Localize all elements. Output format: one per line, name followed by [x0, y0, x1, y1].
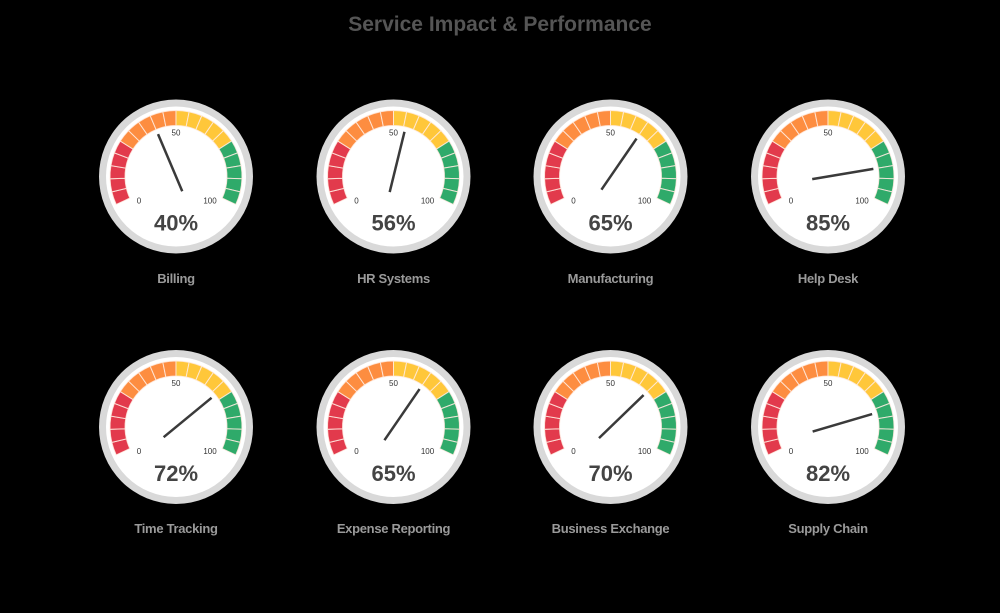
gauge-value: 65%	[371, 461, 415, 486]
gauge-value: 82%	[806, 461, 850, 486]
gauge: 0 50 100 82%	[751, 350, 905, 504]
tick-label-mid: 50	[389, 379, 398, 388]
gauge-band-segment	[656, 187, 676, 206]
gauge: 0 50 100 72%	[99, 350, 253, 504]
gauge-band-segment	[660, 165, 677, 180]
tick-label-mid: 50	[824, 129, 833, 138]
gauge: 0 50 100 40%	[99, 99, 253, 254]
gauge-band-segment	[443, 165, 460, 180]
gauge-label: Expense Reporting	[336, 521, 451, 536]
gauge-needle	[388, 131, 406, 193]
gauge-label: Help Desk	[797, 271, 859, 286]
tick-label-min: 0	[137, 197, 142, 206]
tick-label-max: 100	[638, 447, 652, 456]
tick-label-min: 0	[354, 447, 359, 456]
gauge-label: Business Exchange	[551, 521, 670, 536]
tick-label-mid: 50	[824, 379, 833, 388]
gauge-needle	[812, 412, 873, 433]
tick-label-mid: 50	[606, 379, 615, 388]
gauge-band-segment	[225, 165, 243, 180]
tick-label-max: 100	[421, 447, 435, 456]
tick-label-min: 0	[571, 447, 576, 456]
tick-label-mid: 50	[172, 129, 181, 138]
gauge-value: 65%	[588, 211, 632, 236]
gauge-value: 40%	[154, 211, 198, 236]
tick-label-mid: 50	[389, 129, 398, 138]
gauge-band-segment	[443, 415, 460, 430]
gauge-needle	[600, 137, 638, 191]
gauge-needle	[383, 388, 421, 441]
gauge-value: 72%	[154, 461, 198, 486]
gauge-band-segment	[221, 438, 241, 456]
gauge-band-segment	[873, 438, 893, 456]
gauge-needle	[156, 133, 184, 192]
gauge-needle	[598, 394, 645, 440]
gauge: 0 50 100 56%	[316, 99, 471, 254]
tick-label-min: 0	[354, 197, 359, 206]
gauge-label: Billing	[157, 271, 195, 286]
tick-label-max: 100	[855, 447, 869, 456]
gauge-value: 85%	[806, 211, 850, 236]
tick-label-max: 100	[855, 197, 869, 206]
gauge: 0 50 100 85%	[751, 99, 905, 254]
gauge-label: Manufacturing	[567, 271, 654, 286]
tick-label-mid: 50	[172, 379, 181, 388]
gauge-needle	[812, 167, 874, 181]
gauge-value: 70%	[588, 461, 632, 486]
gauge: 0 50 100 65%	[533, 99, 688, 254]
tick-label-mid: 50	[606, 129, 615, 138]
gauge-band-segment	[877, 165, 895, 180]
gauge-band-segment	[225, 415, 243, 430]
tick-label-min: 0	[789, 447, 794, 456]
tick-label-min: 0	[571, 197, 576, 206]
gauge-band-segment	[439, 438, 459, 456]
tick-label-max: 100	[203, 447, 217, 456]
tick-label-max: 100	[421, 197, 435, 206]
gauge-band-segment	[656, 438, 676, 456]
gauge-value: 56%	[371, 211, 415, 236]
tick-label-max: 100	[638, 197, 652, 206]
gauge: 0 50 100 70%	[533, 350, 688, 504]
gauge-band-segment	[873, 187, 893, 206]
gauge-band-segment	[221, 187, 241, 206]
tick-label-max: 100	[203, 197, 217, 206]
tick-label-min: 0	[137, 447, 142, 456]
gauge-band-segment	[660, 415, 677, 430]
gauge-label: Supply Chain	[788, 521, 868, 536]
gauge-band-segment	[877, 415, 895, 430]
gauge-label: Time Tracking	[134, 521, 218, 536]
chart-title: Service Impact & Performance	[348, 13, 652, 36]
gauge: 0 50 100 65%	[316, 350, 471, 504]
gauge-needle	[162, 396, 213, 439]
tick-label-min: 0	[789, 197, 794, 206]
gauge-label: HR Systems	[357, 271, 430, 286]
gauge-band-segment	[439, 187, 459, 206]
